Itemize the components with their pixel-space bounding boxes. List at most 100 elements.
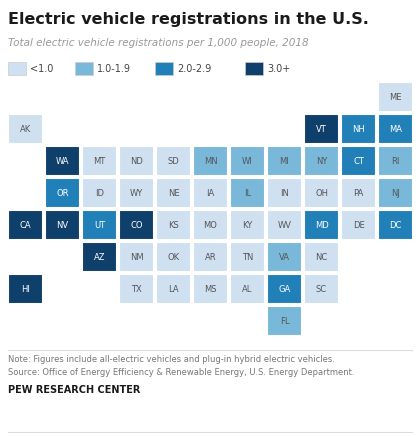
Bar — [341, 210, 376, 240]
Bar — [267, 242, 302, 272]
Text: NM: NM — [130, 252, 143, 262]
Bar — [267, 306, 302, 336]
Bar — [119, 210, 154, 240]
Bar — [193, 146, 228, 176]
Bar — [341, 178, 376, 208]
Text: WA: WA — [56, 157, 69, 166]
Bar — [156, 146, 191, 176]
Bar — [304, 242, 339, 272]
Text: NH: NH — [352, 125, 365, 133]
Text: CO: CO — [130, 221, 143, 229]
Text: CT: CT — [353, 157, 364, 166]
Text: AR: AR — [205, 252, 216, 262]
Text: MI: MI — [280, 157, 289, 166]
Bar — [82, 210, 117, 240]
Bar — [193, 178, 228, 208]
Text: VT: VT — [316, 125, 327, 133]
Bar — [119, 242, 154, 272]
Text: LA: LA — [168, 285, 179, 293]
Text: 1.0-1.9: 1.0-1.9 — [97, 64, 131, 74]
Text: <1.0: <1.0 — [30, 64, 53, 74]
Bar — [378, 210, 413, 240]
Bar — [82, 146, 117, 176]
Text: SC: SC — [316, 285, 327, 293]
Bar — [341, 146, 376, 176]
Bar — [156, 274, 191, 304]
Text: NV: NV — [56, 221, 68, 229]
Text: TN: TN — [242, 252, 253, 262]
Text: MN: MN — [204, 157, 217, 166]
Text: HI: HI — [21, 285, 30, 293]
Text: WI: WI — [242, 157, 253, 166]
Text: NJ: NJ — [391, 188, 400, 198]
Bar — [119, 178, 154, 208]
Bar — [378, 82, 413, 112]
Bar — [378, 114, 413, 144]
Bar — [267, 274, 302, 304]
Bar — [156, 178, 191, 208]
Text: OK: OK — [168, 252, 180, 262]
Text: PA: PA — [353, 188, 364, 198]
Text: VA: VA — [279, 252, 290, 262]
Text: ND: ND — [130, 157, 143, 166]
Bar — [267, 146, 302, 176]
Bar — [45, 178, 80, 208]
Bar — [193, 242, 228, 272]
Bar — [378, 146, 413, 176]
Text: 3.0+: 3.0+ — [267, 64, 290, 74]
Text: WY: WY — [130, 188, 143, 198]
Bar — [267, 210, 302, 240]
Bar — [156, 242, 191, 272]
Text: OH: OH — [315, 188, 328, 198]
Bar — [230, 146, 265, 176]
Text: RI: RI — [391, 157, 400, 166]
Text: OR: OR — [56, 188, 69, 198]
Text: CA: CA — [20, 221, 31, 229]
Text: MA: MA — [389, 125, 402, 133]
Text: NC: NC — [315, 252, 328, 262]
Bar — [230, 178, 265, 208]
Bar — [45, 146, 80, 176]
Text: ME: ME — [389, 92, 402, 102]
Text: GA: GA — [278, 285, 291, 293]
Text: Source: Office of Energy Efficiency & Renewable Energy, U.S. Energy Department.: Source: Office of Energy Efficiency & Re… — [8, 368, 354, 377]
Text: MS: MS — [204, 285, 217, 293]
Bar — [304, 274, 339, 304]
Bar — [75, 62, 93, 75]
Bar — [304, 114, 339, 144]
Text: NY: NY — [316, 157, 327, 166]
Bar — [304, 210, 339, 240]
Bar — [193, 274, 228, 304]
Bar — [8, 114, 43, 144]
Text: ID: ID — [95, 188, 104, 198]
Bar — [193, 210, 228, 240]
Bar — [156, 210, 191, 240]
Text: DE: DE — [353, 221, 365, 229]
Text: Note: Figures include all-electric vehicles and plug-in hybrid electric vehicles: Note: Figures include all-electric vehic… — [8, 355, 335, 364]
Text: WV: WV — [278, 221, 291, 229]
Text: AZ: AZ — [94, 252, 105, 262]
Bar — [155, 62, 173, 75]
Bar — [82, 178, 117, 208]
Bar — [230, 274, 265, 304]
Text: Total electric vehicle registrations per 1,000 people, 2018: Total electric vehicle registrations per… — [8, 38, 309, 48]
Bar — [267, 178, 302, 208]
Text: MO: MO — [204, 221, 218, 229]
Bar — [8, 210, 43, 240]
Bar — [8, 62, 26, 75]
Text: KS: KS — [168, 221, 179, 229]
Text: DC: DC — [389, 221, 402, 229]
Text: NE: NE — [168, 188, 179, 198]
Text: SD: SD — [168, 157, 179, 166]
Bar — [304, 178, 339, 208]
Bar — [304, 146, 339, 176]
Bar — [82, 242, 117, 272]
Bar — [245, 62, 263, 75]
Text: AL: AL — [242, 285, 253, 293]
Bar — [119, 146, 154, 176]
Text: 2.0-2.9: 2.0-2.9 — [177, 64, 211, 74]
Bar — [8, 274, 43, 304]
Text: FL: FL — [280, 317, 289, 326]
Text: TX: TX — [131, 285, 142, 293]
Text: AK: AK — [20, 125, 31, 133]
